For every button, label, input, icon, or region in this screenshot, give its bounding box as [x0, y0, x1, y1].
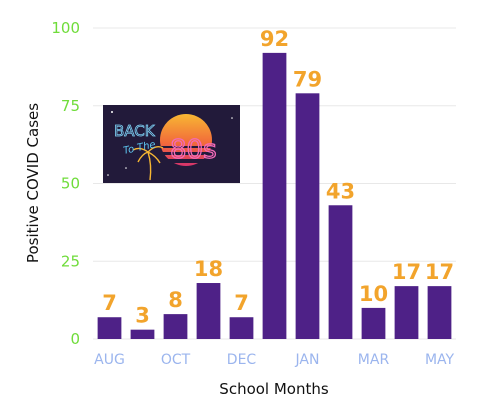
bar — [295, 93, 320, 339]
back-to-the-80s-logo: BACK To The 80s — [103, 105, 240, 183]
y-tick-label: 75 — [61, 97, 80, 115]
x-axis-title: School Months — [219, 380, 329, 398]
bar — [262, 52, 287, 339]
data-label: 10 — [359, 282, 388, 306]
y-axis-ticks: 0 25 50 75 100 — [51, 19, 80, 348]
x-tick-label: MAY — [425, 352, 455, 368]
data-label: 3 — [135, 304, 150, 328]
x-tick-label: MAR — [358, 352, 390, 368]
data-label: 43 — [326, 179, 355, 203]
data-label: 7 — [102, 291, 117, 315]
bar — [196, 283, 221, 339]
data-label: 7 — [234, 291, 249, 315]
bar — [229, 317, 254, 339]
bar — [361, 307, 386, 339]
y-tick-label: 25 — [61, 252, 80, 270]
data-label: 79 — [293, 67, 322, 91]
bar — [97, 317, 122, 339]
y-tick-label: 50 — [61, 175, 80, 193]
y-axis-title: Positive COVID Cases — [24, 103, 42, 263]
bar — [163, 314, 188, 339]
data-label: 17 — [425, 260, 454, 284]
logo-text-80s: 80s — [170, 135, 217, 165]
data-label: 92 — [260, 27, 289, 51]
bars — [97, 52, 452, 339]
data-label: 17 — [392, 260, 421, 284]
data-label: 18 — [194, 257, 223, 281]
bar — [328, 205, 353, 339]
x-tick-label: OCT — [161, 352, 191, 368]
x-tick-label: DEC — [227, 352, 257, 368]
logo-text-back: BACK — [114, 122, 156, 140]
palm-tree-icon — [132, 145, 164, 181]
x-tick-label: AUG — [94, 352, 125, 368]
bar — [130, 329, 155, 339]
bar — [394, 286, 419, 339]
data-label: 8 — [168, 288, 183, 312]
bar — [427, 286, 452, 339]
y-tick-label: 100 — [51, 19, 80, 37]
x-axis-ticks: AUG OCT DEC JAN MAR MAY — [94, 352, 454, 368]
y-tick-label: 0 — [70, 330, 80, 348]
x-tick-label: JAN — [295, 352, 320, 368]
